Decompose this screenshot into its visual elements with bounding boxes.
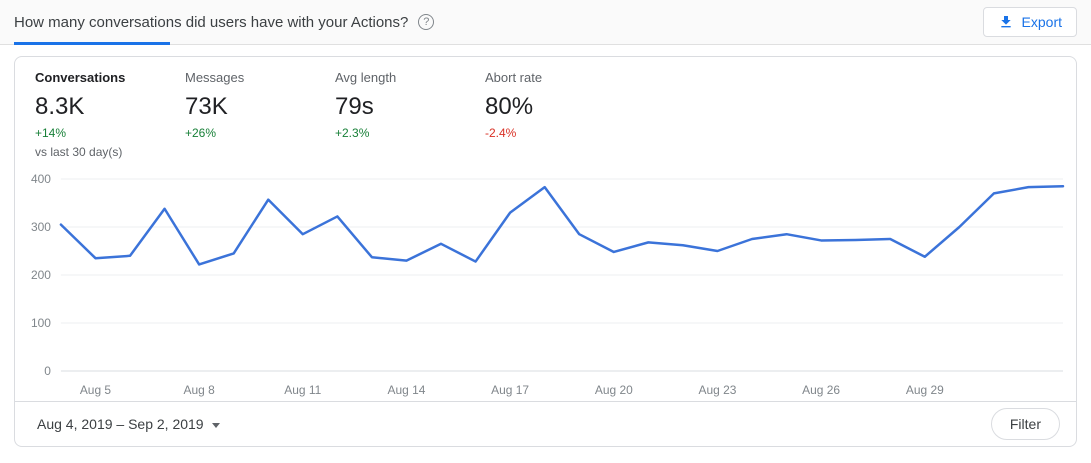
svg-text:200: 200 — [31, 268, 51, 282]
page-title: How many conversations did users have wi… — [14, 13, 409, 31]
metric-value: 8.3K — [35, 93, 85, 120]
tab-conversations[interactable]: Conversations 8.3K +14% vs last 30 day(s… — [35, 70, 185, 159]
metric-delta: +2.3% — [335, 126, 370, 140]
metric-delta: +14% — [35, 126, 67, 140]
date-range-picker[interactable]: Aug 4, 2019 – Sep 2, 2019 — [37, 416, 220, 432]
svg-text:Aug 20: Aug 20 — [595, 383, 633, 397]
tab-avg-length[interactable]: Avg length 79s +2.3% — [335, 70, 485, 159]
card-footer: Aug 4, 2019 – Sep 2, 2019 Filter — [15, 401, 1076, 446]
title-wrap: How many conversations did users have wi… — [14, 13, 435, 31]
filter-button[interactable]: Filter — [990, 408, 1060, 440]
svg-text:Aug 5: Aug 5 — [80, 383, 112, 397]
metric-delta: -2.4% — [485, 126, 517, 140]
metric-delta: +26% — [185, 126, 217, 140]
svg-text:Aug 17: Aug 17 — [491, 383, 529, 397]
active-tab-indicator — [14, 42, 170, 45]
export-label: Export — [1021, 14, 1062, 30]
svg-text:100: 100 — [31, 316, 51, 330]
svg-text:300: 300 — [31, 220, 51, 234]
metric-label: Abort rate — [485, 70, 543, 85]
actions-analytics-page: How many conversations did users have wi… — [0, 0, 1091, 447]
svg-text:Aug 29: Aug 29 — [906, 383, 944, 397]
analytics-card: Conversations 8.3K +14% vs last 30 day(s… — [14, 56, 1077, 447]
metric-note: vs last 30 day(s) — [35, 145, 123, 159]
svg-text:Aug 14: Aug 14 — [388, 383, 426, 397]
tab-messages[interactable]: Messages 73K +26% — [185, 70, 335, 159]
date-range-label: Aug 4, 2019 – Sep 2, 2019 — [37, 416, 204, 432]
dropdown-caret-icon — [211, 422, 220, 428]
metric-label: Avg length — [335, 70, 397, 85]
metric-value: 80% — [485, 93, 534, 120]
svg-text:Aug 26: Aug 26 — [802, 383, 840, 397]
metric-label: Conversations — [35, 70, 126, 85]
page-header: How many conversations did users have wi… — [0, 0, 1091, 45]
svg-text:Aug 23: Aug 23 — [699, 383, 737, 397]
svg-text:400: 400 — [31, 172, 51, 186]
svg-text:0: 0 — [44, 364, 51, 378]
metric-value: 79s — [335, 93, 374, 120]
metric-tabs: Conversations 8.3K +14% vs last 30 day(s… — [15, 57, 1076, 159]
metric-note — [335, 145, 485, 159]
export-button[interactable]: Export — [982, 7, 1077, 37]
metric-note — [485, 145, 635, 159]
conversations-line-chart: 0 100 200 300 400 Aug 5 Aug 8 Aug 11 Aug 14 Aug 1… — [31, 172, 1065, 397]
svg-text:Aug 11: Aug 11 — [284, 383, 321, 397]
metric-label: Messages — [185, 70, 245, 85]
svg-text:Aug 8: Aug 8 — [184, 383, 216, 397]
tab-abort-rate[interactable]: Abort rate 80% -2.4% — [485, 70, 635, 159]
chart-area: 0 100 200 300 400 Aug 5 Aug 8 Aug 11 Aug 14 Aug 1… — [15, 159, 1076, 401]
metric-value: 73K — [185, 93, 228, 120]
download-icon — [1000, 16, 1011, 28]
metric-note — [185, 145, 335, 159]
help-icon[interactable]: ? — [418, 14, 435, 30]
